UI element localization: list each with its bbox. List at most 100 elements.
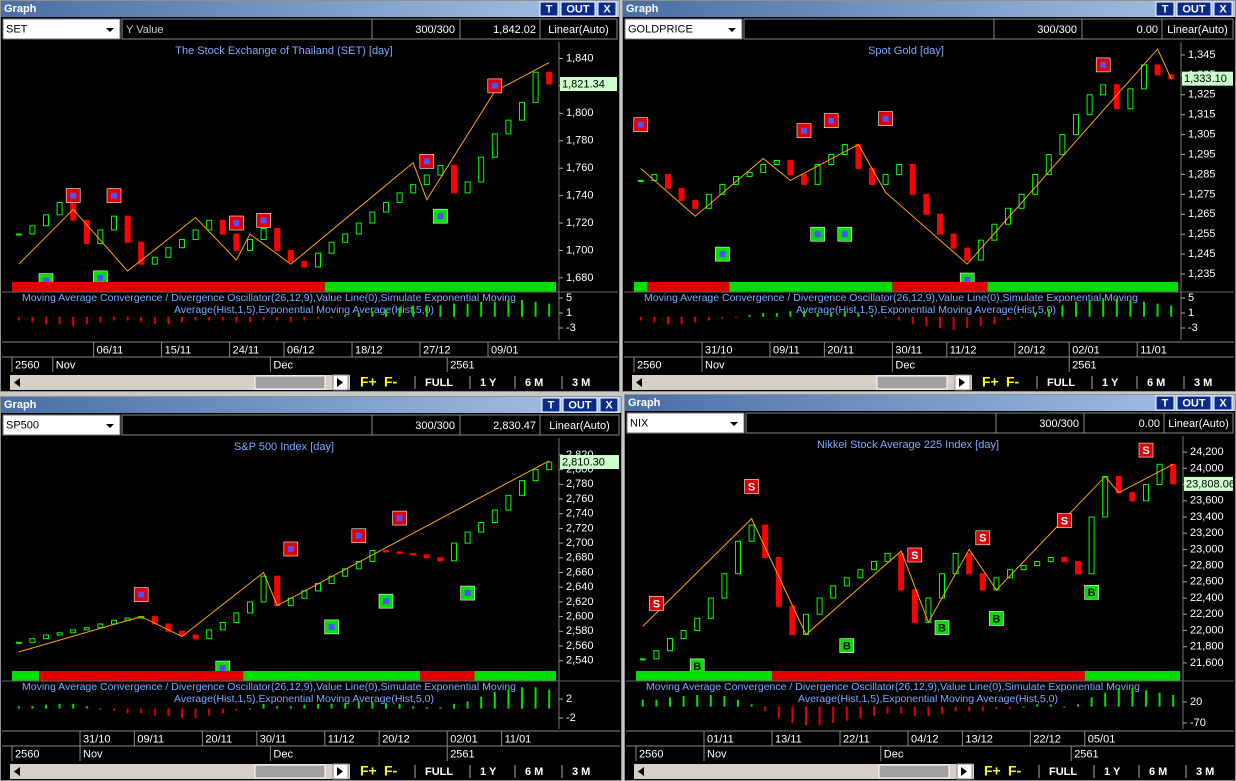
histogram-bar	[194, 708, 197, 719]
window-button[interactable]	[597, 1, 617, 17]
symbol-dropdown[interactable]	[626, 412, 745, 434]
window-button[interactable]	[541, 397, 561, 413]
range-button[interactable]: 1 Y	[480, 766, 497, 778]
candle	[505, 119, 512, 135]
window-button[interactable]	[539, 1, 559, 17]
histogram-bar	[816, 313, 819, 317]
zoom-button[interactable]: F-	[1008, 763, 1022, 779]
scroll-left[interactable]	[14, 378, 20, 387]
candle	[816, 597, 823, 615]
candle	[532, 469, 539, 482]
scale-mode: Linear(Auto)	[1168, 418, 1229, 430]
scroll-left[interactable]	[636, 378, 642, 387]
month-label-text: Nov	[707, 748, 727, 760]
histogram-bar	[764, 706, 767, 712]
indicator-tick-label: 2	[566, 693, 572, 705]
range-button[interactable]: 3 M	[572, 766, 590, 778]
signal-marker	[839, 638, 855, 654]
candle	[478, 156, 485, 183]
window-button-label[interactable]: X	[603, 3, 611, 15]
window-button-label[interactable]: X	[1219, 3, 1227, 15]
candle	[138, 241, 145, 265]
y-tick-label: 1,800	[566, 107, 594, 119]
scroll-thumb[interactable]	[254, 764, 326, 779]
histogram-bar	[748, 314, 751, 317]
range-button[interactable]: 3 M	[1194, 377, 1212, 389]
histogram-bar	[818, 706, 821, 726]
window-button-label[interactable]: OUT	[1182, 3, 1206, 15]
range-button[interactable]: FULL	[1047, 377, 1075, 389]
candle	[29, 638, 36, 643]
window-button[interactable]	[560, 1, 596, 17]
candle	[692, 199, 699, 209]
candle	[1154, 64, 1161, 76]
y-tick-label: 23,000	[1190, 543, 1224, 555]
window-button-label[interactable]: X	[1219, 397, 1227, 409]
symbol-dropdown[interactable]	[2, 18, 121, 40]
scroll-left[interactable]	[14, 767, 20, 776]
scroll-thumb[interactable]	[878, 764, 950, 779]
range-button[interactable]: 1 Y	[1102, 377, 1119, 389]
range-button[interactable]: FULL	[425, 766, 453, 778]
candle	[451, 542, 457, 562]
window-button-label[interactable]: X	[605, 399, 613, 411]
histogram-bar	[898, 316, 901, 321]
year-label-text: 2561	[1074, 748, 1098, 760]
window-button[interactable]	[1155, 395, 1175, 411]
window-button[interactable]	[1155, 1, 1175, 17]
range-button[interactable]: 1 Y	[1104, 766, 1121, 778]
symbol-dropdown[interactable]	[2, 414, 121, 436]
candle	[748, 524, 755, 542]
x-tick-text: 11/12	[950, 344, 977, 356]
range-button[interactable]: FULL	[1049, 766, 1077, 778]
range-button[interactable]: 3 M	[1196, 766, 1214, 778]
x-tick-text: 18/12	[355, 344, 383, 356]
range-button[interactable]: 6 M	[525, 766, 543, 778]
window-button[interactable]	[599, 397, 619, 413]
window-button-label[interactable]: T	[1162, 3, 1169, 15]
indicator-tick-label: 5	[566, 292, 572, 304]
window-button[interactable]	[1213, 395, 1233, 411]
range-button[interactable]: 1 Y	[480, 377, 497, 389]
range-button[interactable]: 3 M	[572, 377, 590, 389]
candle	[1113, 84, 1120, 110]
window-button-label[interactable]: T	[1162, 397, 1169, 409]
field-cell	[743, 18, 995, 40]
scroll-thumb[interactable]	[254, 375, 326, 390]
x-tick-text: 22/12	[1033, 733, 1061, 745]
window-button-label[interactable]: OUT	[566, 3, 590, 15]
zoom-button[interactable]: F-	[1006, 374, 1020, 390]
zoom-button[interactable]: F-	[384, 763, 398, 779]
scroll-thumb[interactable]	[876, 375, 948, 390]
x-tick-text: 02/01	[450, 733, 478, 745]
window-button-label[interactable]: T	[546, 3, 553, 15]
trend-segment	[987, 282, 1178, 292]
window-button[interactable]	[1176, 1, 1212, 17]
zoom-button[interactable]: F+	[360, 763, 377, 779]
range-button[interactable]: FULL	[425, 377, 453, 389]
signal-glyph	[719, 251, 726, 258]
histogram-bar	[1129, 299, 1132, 317]
window-button[interactable]	[1176, 395, 1212, 411]
window-button[interactable]	[562, 397, 598, 413]
zoom-button[interactable]: F-	[384, 374, 398, 390]
range-button[interactable]: 6 M	[1149, 766, 1167, 778]
signal-marker	[1057, 513, 1072, 529]
last-value: 1,842.02	[493, 24, 536, 36]
zoom-button[interactable]: F+	[982, 374, 999, 390]
histogram-bar	[521, 299, 523, 317]
range-button[interactable]: 6 M	[1147, 377, 1165, 389]
symbol-dropdown[interactable]	[624, 18, 743, 40]
histogram-bar	[425, 305, 428, 317]
window-button-label[interactable]: OUT	[568, 399, 592, 411]
window-button-label[interactable]: OUT	[1182, 397, 1206, 409]
zoom-button[interactable]: F+	[984, 763, 1001, 779]
histogram-bar	[925, 316, 928, 327]
histogram-bar	[737, 699, 739, 707]
zoom-button[interactable]: F+	[360, 374, 377, 390]
range-button[interactable]: 6 M	[525, 377, 543, 389]
window-button[interactable]	[1213, 1, 1233, 17]
window-button-label[interactable]: T	[548, 399, 555, 411]
scroll-left[interactable]	[638, 767, 644, 776]
x-tick-text: 27/12	[423, 344, 451, 356]
